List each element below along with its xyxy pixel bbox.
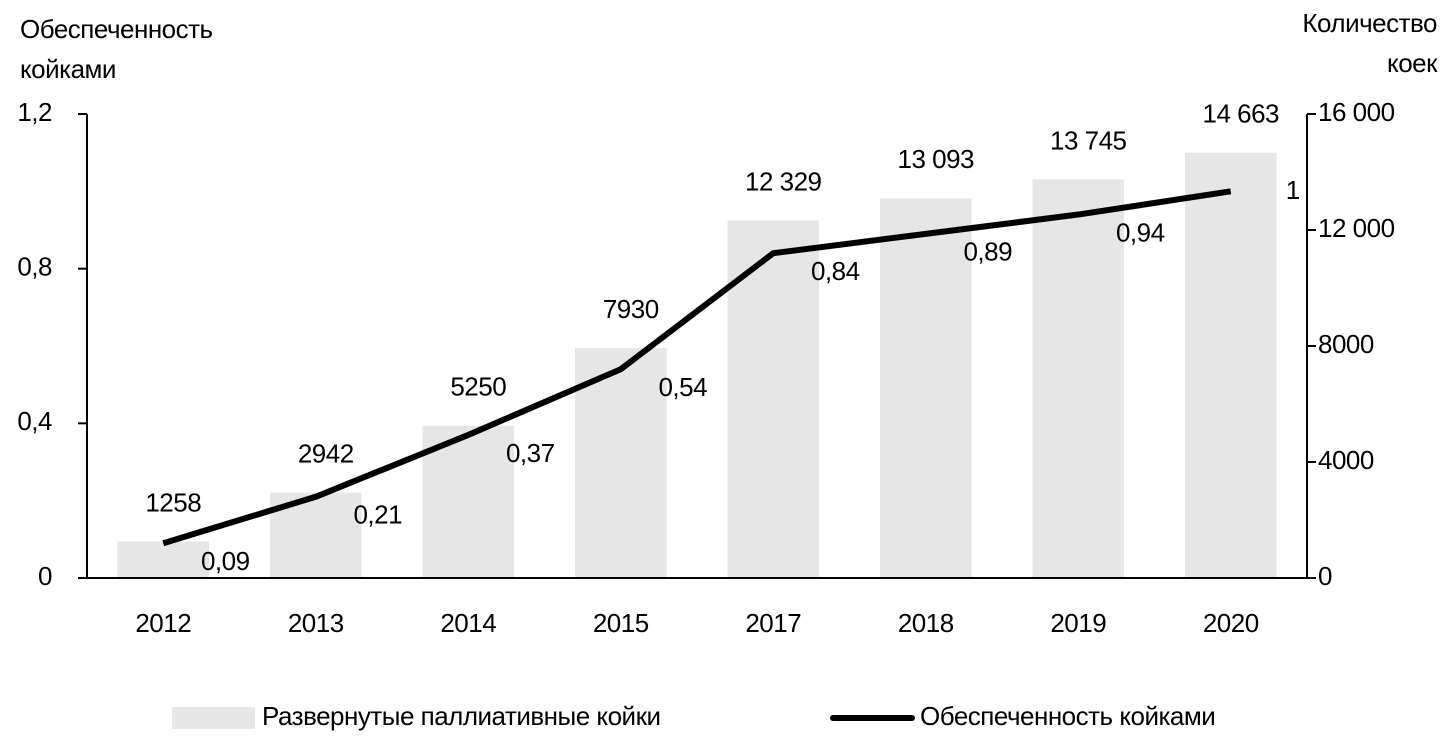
bar [1185, 152, 1277, 578]
bar [880, 198, 972, 579]
bar [575, 348, 667, 578]
bar [422, 425, 514, 578]
y-tick-label: 0,4 [17, 406, 52, 436]
data-label: 0,84 [811, 256, 860, 286]
data-label: 5250 [450, 372, 506, 402]
data-label: 0,09 [201, 546, 250, 576]
y-tick-label: 1,2 [17, 97, 52, 127]
x-tick-label: 2017 [745, 608, 801, 638]
x-tick-label: 2012 [135, 608, 191, 638]
data-label: 1258 [145, 487, 201, 517]
data-label: 13 745 [1050, 125, 1127, 155]
x-tick-label: 2018 [898, 608, 954, 638]
y-axis-title: койками [20, 54, 116, 84]
y2-tick-label: 12 000 [1318, 213, 1395, 243]
y-axis-title: Обеспеченность [20, 14, 213, 44]
data-label: 0,37 [506, 438, 555, 468]
data-label: 0,89 [963, 237, 1012, 267]
x-tick-label: 2013 [288, 608, 344, 638]
x-tick-label: 2019 [1050, 608, 1106, 638]
y2-tick-label: 0 [1318, 561, 1332, 591]
x-tick-label: 2020 [1203, 608, 1259, 638]
y-tick-label: 0 [38, 561, 52, 591]
data-label: 0,54 [658, 372, 707, 402]
y2-axis-title: коек [1387, 48, 1438, 78]
legend-label: Обеспеченность койками [920, 701, 1215, 731]
data-label: 0,21 [353, 500, 402, 530]
data-label: 14 663 [1202, 99, 1279, 129]
bar [1032, 179, 1124, 578]
y2-tick-label: 8000 [1318, 329, 1374, 359]
legend-swatch [172, 707, 255, 729]
x-tick-label: 2014 [440, 608, 496, 638]
data-label: 12 329 [745, 166, 822, 196]
y-tick-label: 0,8 [17, 252, 52, 282]
data-label: 2942 [298, 439, 354, 469]
data-label: 7930 [603, 294, 659, 324]
data-label: 0,94 [1116, 217, 1165, 247]
x-tick-label: 2015 [593, 608, 649, 638]
legend-label: Развернутые паллиативные койки [262, 701, 660, 731]
line [162, 188, 1232, 547]
y2-tick-label: 4000 [1318, 445, 1374, 475]
bar [117, 541, 209, 578]
y2-tick-label: 16 000 [1318, 97, 1395, 127]
data-label: 1 [1286, 175, 1300, 205]
y2-axis-title: Количество [1302, 8, 1437, 38]
data-label: 13 093 [897, 144, 974, 174]
